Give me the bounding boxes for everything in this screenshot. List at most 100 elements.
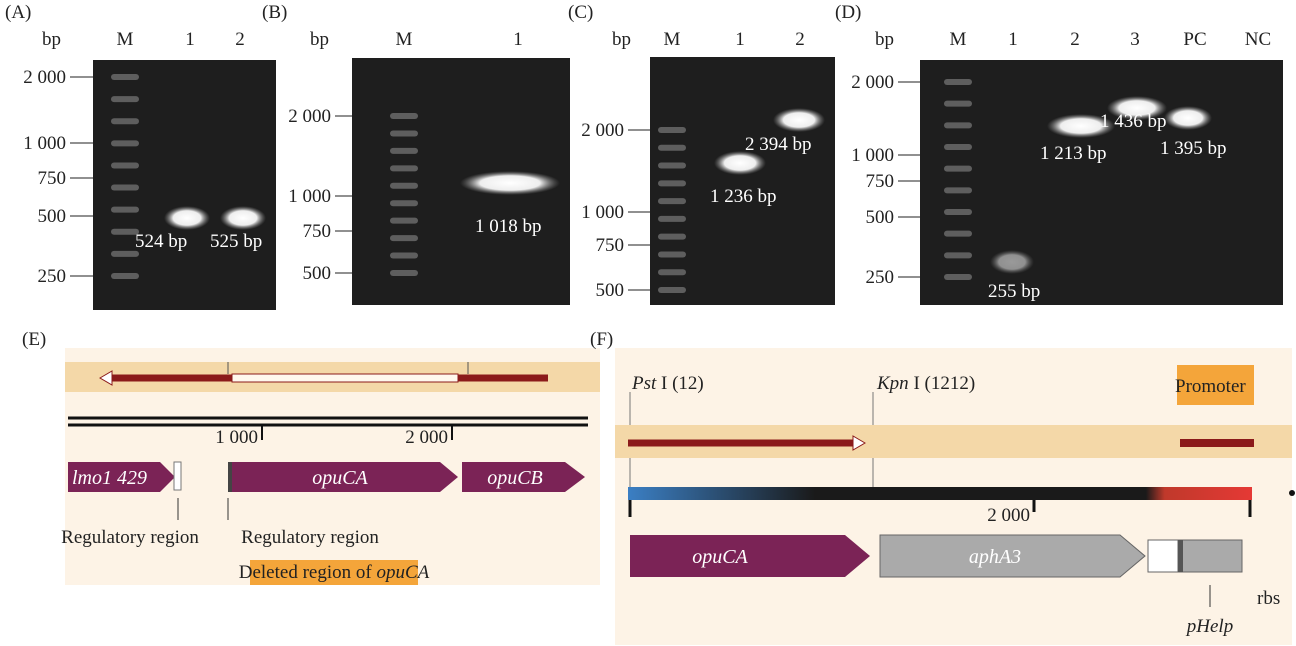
ladder-band [658, 269, 686, 275]
lane-label: M [664, 29, 681, 50]
ladder-band [658, 180, 686, 186]
rbs-label: rbs [1257, 588, 1280, 609]
scale-label: 1 000 [215, 427, 258, 448]
scale-label: 2 000 [405, 427, 448, 448]
ladder-band [390, 200, 418, 206]
deleted-label: Deleted region of opuCA [239, 562, 430, 583]
ladder-label: 500 [596, 280, 625, 301]
unit-label: bp [875, 29, 894, 50]
ladder-label: 750 [596, 235, 625, 256]
band [773, 108, 825, 132]
ladder-band [390, 148, 418, 154]
site-enzyme: Pst [631, 373, 657, 394]
ladder-band [111, 162, 139, 168]
ladder-label: 750 [303, 221, 332, 242]
ladder-band [944, 79, 972, 85]
lane-label: M [950, 29, 967, 50]
ladder-band [390, 130, 418, 136]
ladder-band [390, 113, 418, 119]
lane-label: 2 [235, 29, 245, 50]
band [990, 250, 1034, 274]
ladder-label: 1 000 [23, 133, 66, 154]
panel-label: (F) [590, 329, 613, 350]
unit-label: bp [310, 29, 329, 50]
deleted-part [232, 374, 458, 382]
ladder-band [390, 165, 418, 171]
ladder-label: 2 000 [288, 106, 331, 127]
ladder-band [944, 274, 972, 280]
gene [630, 535, 870, 577]
ladder-band [390, 235, 418, 241]
region [228, 462, 232, 492]
band [1164, 106, 1212, 130]
ladder-band [111, 74, 139, 80]
panel-label: (C) [568, 2, 593, 23]
region [174, 462, 181, 490]
lane-label: 2 [1070, 29, 1080, 50]
lane-label: 1 [513, 29, 523, 50]
gene-label: opuCB [487, 467, 543, 489]
band-label: 1 395 bp [1160, 138, 1227, 159]
ladder-label: 750 [38, 168, 67, 189]
panel-label: (D) [835, 2, 861, 23]
ladder-label: 500 [866, 207, 895, 228]
band [460, 171, 560, 195]
ladder-label: 1 000 [288, 186, 331, 207]
lane-label: 1 [185, 29, 195, 50]
unit-label: bp [42, 29, 61, 50]
ladder-band [944, 166, 972, 172]
ladder-band [111, 273, 139, 279]
band-label: 525 bp [210, 231, 262, 252]
ladder-label: 750 [866, 171, 895, 192]
band [220, 206, 266, 230]
site-position: I (12) [656, 373, 703, 394]
ladder-band [944, 209, 972, 215]
lane-label: NC [1245, 29, 1271, 50]
band-label: 1 236 bp [710, 186, 777, 207]
scale-label: 2 000 [987, 505, 1030, 526]
ladder-band [390, 270, 418, 276]
lane-label: 2 [795, 29, 805, 50]
ladder-label: 1 000 [851, 145, 894, 166]
ladder-band [658, 163, 686, 169]
region [1178, 540, 1183, 572]
ladder-label: 1 000 [581, 202, 624, 223]
ladder-band [390, 218, 418, 224]
ladder-label: 500 [38, 206, 67, 227]
lane-label: M [396, 29, 413, 50]
ladder-band [658, 234, 686, 240]
region-label: Regulatory region [241, 527, 379, 548]
gene-label: opuCA [312, 467, 368, 489]
lane-label: 1 [1008, 29, 1018, 50]
panel-label: (A) [5, 2, 31, 23]
ladder-band [944, 252, 972, 258]
ladder-band [111, 96, 139, 102]
ladder-band [390, 253, 418, 259]
band-label: 255 bp [988, 281, 1040, 302]
ladder-band [944, 144, 972, 150]
lane-label: M [117, 29, 134, 50]
ladder-band [944, 122, 972, 128]
phelp-label: pHelp [1185, 616, 1233, 637]
ladder-band [111, 140, 139, 146]
ladder-band [390, 183, 418, 189]
band-label: 2 394 bp [745, 134, 812, 155]
band-label: 1 018 bp [475, 216, 542, 237]
ladder-label: 250 [866, 267, 895, 288]
gene-label: lmo1 429 [72, 467, 147, 489]
gel [920, 60, 1283, 305]
deleted-text: Deleted region of [239, 562, 377, 583]
ladder-band [658, 145, 686, 151]
lane-label: 3 [1130, 29, 1140, 50]
ladder-band [111, 185, 139, 191]
ladder-label: 500 [303, 263, 332, 284]
band-label: 1 436 bp [1100, 111, 1167, 132]
band-label: 524 bp [135, 231, 187, 252]
unit-label: bp [612, 29, 631, 50]
ladder-band [658, 216, 686, 222]
panel-label: (E) [22, 329, 46, 350]
lane-label: PC [1183, 29, 1206, 50]
figure: (A) bp M 1 2 2 000 1 000 750 500 250 524 bp 525 bp (… [0, 0, 1296, 646]
ladder-band [658, 127, 686, 133]
region-label: Regulatory region [61, 527, 199, 548]
